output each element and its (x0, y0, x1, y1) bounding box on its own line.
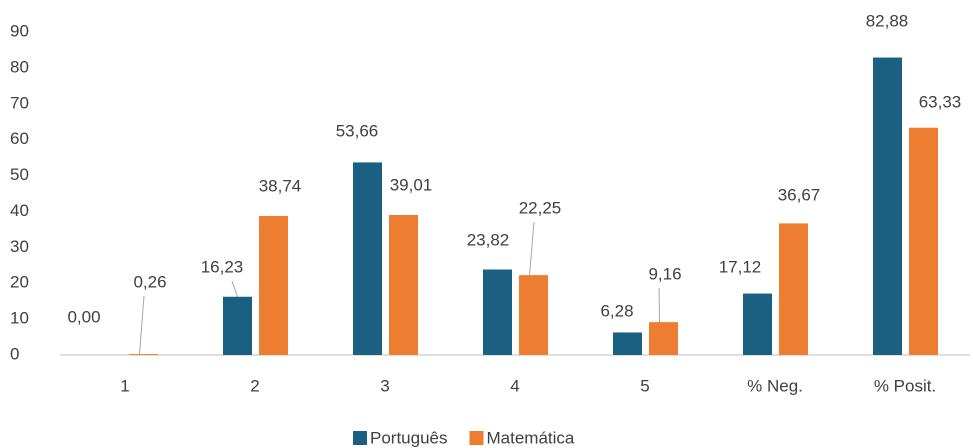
bar (909, 127, 938, 355)
data-label: 63,33 (919, 92, 962, 111)
bar (743, 293, 772, 355)
bar (649, 322, 678, 355)
y-tick-label: 50 (10, 165, 29, 184)
leader-line (139, 295, 145, 355)
bar (223, 296, 252, 355)
leader-line (231, 280, 238, 297)
x-tick-label: 1 (120, 376, 129, 395)
legend-swatch (353, 431, 367, 445)
data-label: 22,25 (519, 198, 562, 217)
data-label: 39,01 (390, 175, 433, 194)
legend-label: Matemática (487, 428, 575, 447)
bar (519, 275, 548, 355)
data-label: 23,82 (467, 230, 510, 249)
y-tick-label: 90 (10, 21, 29, 40)
y-tick-label: 10 (10, 309, 29, 328)
legend-swatch (469, 431, 484, 445)
y-tick-label: 0 (10, 344, 19, 363)
x-tick-label: 4 (510, 376, 519, 395)
bar (259, 215, 288, 355)
bar (389, 214, 418, 355)
y-tick-label: 60 (10, 129, 29, 148)
legend-label: Português (370, 428, 448, 447)
x-tick-label: % Neg. (747, 376, 803, 395)
bar (353, 162, 382, 355)
y-tick-label: 30 (10, 237, 29, 256)
bar (779, 223, 808, 355)
data-label: 38,74 (259, 176, 302, 195)
x-tick-label: 5 (640, 376, 649, 395)
data-label: 0,00 (67, 307, 100, 326)
y-tick-label: 70 (10, 93, 29, 112)
data-label: 0,26 (133, 272, 166, 291)
data-label: 53,66 (336, 121, 379, 140)
y-tick-label: 20 (10, 273, 29, 292)
bar (483, 269, 512, 355)
data-label: 9,16 (648, 264, 681, 283)
x-tick-label: 3 (380, 376, 389, 395)
y-tick-label: 40 (10, 201, 29, 220)
bar (613, 332, 642, 355)
data-label: 17,12 (719, 257, 762, 276)
bar (129, 354, 158, 355)
y-tick-label: 80 (10, 57, 29, 76)
x-tick-label: 2 (250, 376, 259, 395)
data-label: 36,67 (778, 185, 821, 204)
leader-line (658, 287, 660, 323)
x-tick-label: % Posit. (874, 376, 936, 395)
data-label: 6,28 (600, 301, 633, 320)
bar (873, 57, 902, 355)
data-label: 82,88 (866, 11, 909, 30)
data-label: 16,23 (201, 257, 244, 276)
leader-line (529, 221, 535, 276)
